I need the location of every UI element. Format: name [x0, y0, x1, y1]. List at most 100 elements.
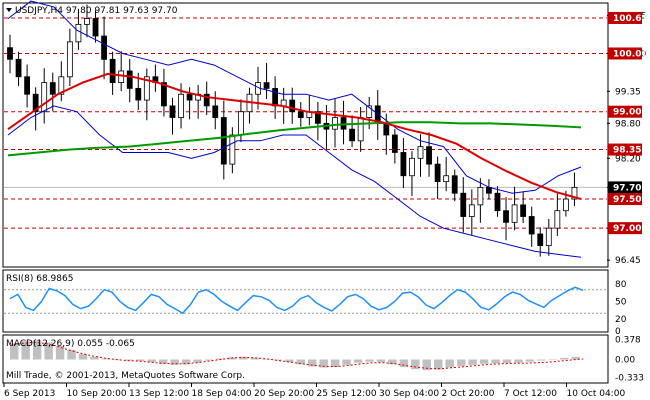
candle-body: [545, 227, 552, 247]
candle-body: [186, 93, 193, 101]
macd-bar: [285, 359, 294, 363]
macd-bar: [571, 356, 580, 360]
bollinger-upper-line: [7, 0, 582, 194]
macd-bar: [136, 359, 145, 362]
candle-body: [391, 134, 398, 153]
macd-bar: [514, 359, 523, 363]
price-tag-label: 99.00: [613, 108, 641, 118]
candle-body: [15, 58, 22, 78]
price-tag: [608, 11, 642, 24]
rsi-panel[interactable]: [2, 269, 609, 333]
macd-bar: [388, 359, 397, 365]
candle-body: [571, 186, 578, 200]
macd-bar: [67, 349, 76, 360]
candle-body: [511, 204, 518, 223]
macd-bar: [491, 359, 500, 364]
macd-bar: [273, 359, 283, 361]
candle-body: [66, 41, 73, 78]
candle-body: [366, 105, 373, 118]
macd-bar: [204, 359, 214, 361]
price-tag: [608, 47, 642, 60]
macd-bar: [101, 358, 111, 360]
candle-body: [229, 134, 236, 165]
candle-body: [468, 204, 475, 217]
macd-bar: [193, 359, 202, 363]
candle-body: [562, 198, 569, 212]
price-tag-label: 97.70: [613, 183, 641, 193]
candle-body: [220, 117, 227, 165]
candle-body: [126, 70, 133, 89]
candle-body: [554, 210, 561, 229]
x-axis-label: 10 Sep 20:00: [67, 389, 127, 399]
price-axis-label: 99.35: [615, 87, 641, 97]
macd-bar: [456, 359, 466, 366]
candle-body: [178, 93, 184, 118]
x-axis-label: 18 Sep 04:00: [192, 389, 252, 399]
dropdown-triangle-icon[interactable]: [6, 8, 12, 12]
candle-body: [426, 146, 432, 165]
bollinger-lower-line: [7, 105, 582, 258]
price-tag: [608, 222, 642, 235]
price-tag-label: 97.50: [613, 195, 641, 205]
macd-bar: [330, 359, 340, 367]
price-axis-label: 98.80: [615, 119, 641, 129]
x-axis-label: 6 Sep 2013: [4, 389, 55, 399]
candle-body: [460, 192, 467, 217]
macd-axis-label: -0.333: [615, 373, 644, 383]
macd-bar: [376, 359, 386, 363]
x-axis-label: 20 Sep 20:00: [254, 389, 314, 399]
macd-bar: [411, 359, 420, 370]
macd-bar: [90, 356, 99, 360]
macd-bar: [250, 357, 260, 360]
candle-body: [263, 82, 270, 89]
candle-body: [417, 146, 424, 159]
candle-body: [7, 47, 13, 60]
candle-body: [169, 105, 176, 118]
price-tag-label: 100.00: [613, 49, 648, 59]
macd-bar: [170, 359, 179, 365]
price-tag: [608, 193, 642, 206]
x-axis-label: 30 Sep 04:00: [379, 389, 439, 399]
price-tag: [608, 105, 642, 118]
rsi-layer: 80 50 20 0: [4, 280, 627, 337]
candle-body: [477, 186, 484, 206]
x-axis-label: 25 Sep 12:00: [317, 389, 377, 399]
candle-body: [212, 105, 219, 118]
macd-bar: [32, 340, 42, 360]
candle-body: [272, 88, 279, 107]
price-tag-label: 97.00: [613, 224, 641, 234]
candle-body: [297, 111, 304, 118]
candle-body: [528, 216, 535, 235]
candle-body: [537, 233, 544, 247]
macd-bar: [239, 356, 248, 360]
candle-body: [135, 88, 142, 101]
macd-bar: [181, 359, 191, 365]
candle-body: [349, 128, 355, 142]
x-axis-label: 10 Oct 04:00: [567, 389, 626, 399]
candle-body: [486, 186, 492, 194]
candle-body: [203, 93, 210, 107]
rsi-axis-label: 0: [615, 327, 621, 337]
macd-bar: [55, 346, 65, 360]
macd-bar: [147, 359, 156, 363]
macd-bar: [525, 359, 535, 362]
macd-bar: [10, 343, 19, 360]
macd-layer: 0.378 0.00 -0.333: [9, 335, 644, 383]
copyright-text: Mill Trade, © 2001-2013, MetaQuotes Soft…: [6, 371, 245, 381]
price-axis-label: 96.45: [615, 256, 641, 266]
candle-body: [503, 210, 509, 223]
rsi-label: RSI(8) 68.9865: [6, 274, 73, 284]
macd-axis-label: 0.00: [615, 356, 635, 366]
x-axis-label: 2 Oct 20:00: [442, 389, 495, 399]
macd-bar: [537, 359, 546, 361]
symbol-header: USDJPY,H4 97.80 97.81 97.63 97.70: [15, 6, 178, 16]
price-axis-label: 98.20: [615, 154, 641, 164]
price-tag: [608, 181, 642, 194]
sma-slow-line: [7, 121, 582, 157]
candle-body: [41, 82, 48, 113]
rsi-axis-label: 50: [615, 298, 627, 308]
rsi-axis-label: 20: [615, 315, 627, 325]
price-tag-label: 100.61: [613, 14, 648, 24]
candle-body: [238, 111, 244, 136]
